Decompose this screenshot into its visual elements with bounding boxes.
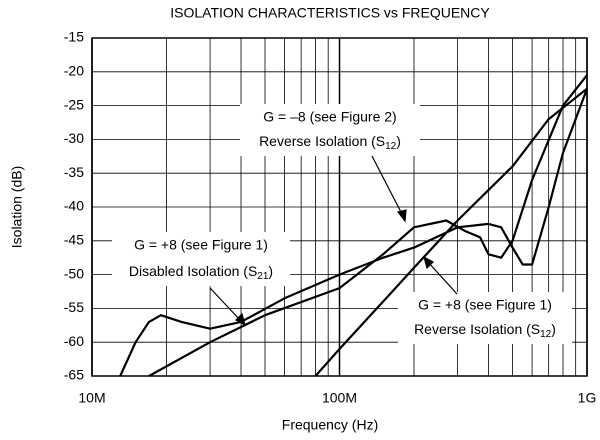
curve xyxy=(148,74,588,377)
annotation-text: Reverse Isolation (S12) xyxy=(259,133,401,152)
y-tick-label: -65 xyxy=(64,367,84,383)
annotation-part: Disabled Isolation (S xyxy=(129,263,257,279)
annotation-bg xyxy=(112,232,290,286)
arrows xyxy=(209,155,458,327)
y-tick-label: -40 xyxy=(64,198,84,214)
annotation-part: Reverse Isolation (S xyxy=(259,133,385,149)
y-tick-label: -60 xyxy=(64,333,84,349)
annotation-text: Disabled Isolation (S21) xyxy=(129,263,273,282)
arrow xyxy=(371,155,404,217)
curve xyxy=(119,88,589,377)
arrow xyxy=(209,287,242,322)
x-tick-label: 10M xyxy=(78,390,105,406)
annotation-text: G = +8 (see Figure 1) xyxy=(418,297,552,313)
y-tick-label: -20 xyxy=(64,63,84,79)
x-axis-label: Frequency (Hz) xyxy=(282,417,378,433)
annotation-bg xyxy=(240,104,420,156)
annotation-subscript: 12 xyxy=(385,141,397,152)
plot-frame xyxy=(91,37,588,377)
annotation-subscript: 12 xyxy=(540,329,552,340)
arrow xyxy=(427,261,458,295)
annotation-part: ) xyxy=(396,133,401,149)
arrow-head xyxy=(235,312,246,327)
y-tick-label: -50 xyxy=(64,265,84,281)
y-tick-label: -45 xyxy=(64,232,84,248)
y-tick-label: -35 xyxy=(64,164,84,180)
annotation-text: Reverse Isolation (S12) xyxy=(414,321,556,340)
y-axis-label: Isolation (dB) xyxy=(9,166,25,248)
y-tick-label: -55 xyxy=(64,299,84,315)
arrow-head xyxy=(423,255,434,270)
annotation-part: Reverse Isolation (S xyxy=(414,321,540,337)
annotation-part: ) xyxy=(268,263,273,279)
y-tick-label: -25 xyxy=(64,96,84,112)
annotation-text: G = +8 (see Figure 1) xyxy=(134,237,268,253)
x-tick-label: 100M xyxy=(322,390,357,406)
annotation-text: G = –8 (see Figure 2) xyxy=(263,109,396,125)
annotation-boxes xyxy=(112,104,572,344)
annotation-subscript: 21 xyxy=(257,271,269,282)
arrow-head xyxy=(396,209,407,223)
annotation-part: ) xyxy=(551,321,556,337)
x-tick-label: 1G xyxy=(578,390,597,406)
y-tick-label: -15 xyxy=(64,29,84,45)
annotation-bg xyxy=(398,292,572,344)
curve xyxy=(314,87,588,377)
curves xyxy=(119,74,589,377)
chart-title: ISOLATION CHARACTERISTICS vs FREQUENCY xyxy=(170,5,490,21)
annotations: G = –8 (see Figure 2) Reverse Isolation (… xyxy=(129,109,556,340)
y-tick-label: -30 xyxy=(64,130,84,146)
